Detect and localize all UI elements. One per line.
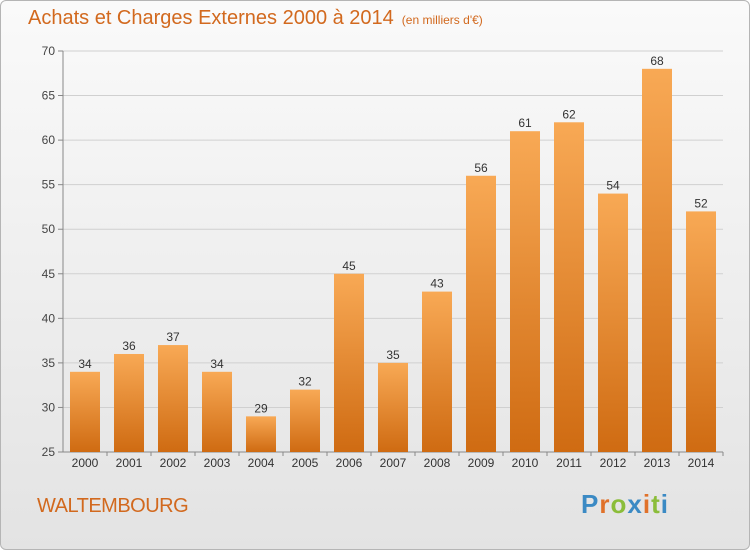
commune-name: WALTEMBOURG [37, 495, 189, 517]
x-tick-label: 2001 [116, 456, 143, 470]
logo-letter: i [642, 489, 652, 519]
y-tick-label: 35 [42, 356, 56, 370]
value-label: 52 [694, 196, 708, 210]
y-tick-label: 50 [42, 222, 56, 236]
x-tick-label: 2006 [336, 456, 363, 470]
proxiti-logo: Proxiti [581, 489, 669, 520]
bar-2004 [246, 416, 276, 452]
bar-2001 [114, 353, 144, 452]
x-tick-label: 2003 [204, 456, 231, 470]
value-label: 54 [606, 179, 620, 193]
value-label: 37 [166, 330, 180, 344]
x-tick-label: 2004 [248, 456, 275, 470]
x-tick-label: 2009 [468, 456, 495, 470]
x-tick-label: 2007 [380, 456, 407, 470]
bar-2012 [598, 193, 628, 453]
x-tick-label: 2000 [72, 456, 99, 470]
value-label: 56 [474, 161, 488, 175]
bar-2005 [290, 389, 320, 452]
y-tick-label: 60 [42, 133, 56, 147]
y-tick-label: 55 [42, 178, 56, 192]
value-label: 34 [210, 357, 224, 371]
x-tick-label: 2014 [688, 456, 715, 470]
x-tick-label: 2010 [512, 456, 539, 470]
y-tick-label: 65 [42, 89, 56, 103]
bars [70, 68, 716, 453]
x-tick-label: 2002 [160, 456, 187, 470]
x-tick-label: 2011 [556, 456, 582, 470]
value-label: 35 [386, 348, 400, 362]
logo-letter: P [581, 489, 600, 519]
bar-2010 [510, 131, 540, 452]
x-tick-label: 2012 [600, 456, 627, 470]
bar-2000 [70, 371, 100, 452]
value-label: 61 [518, 116, 532, 130]
x-tick-label: 2008 [424, 456, 451, 470]
y-tick-label: 30 [42, 400, 56, 414]
value-label: 45 [342, 259, 356, 273]
y-tick-label: 70 [42, 44, 56, 58]
x-tick-label: 2005 [292, 456, 319, 470]
logo-letter: r [599, 489, 611, 519]
value-label: 32 [298, 375, 312, 389]
chart-title-text: Achats et Charges Externes 2000 à 2014 [28, 7, 394, 29]
bar-2014 [686, 211, 716, 452]
logo-letter: x [627, 489, 643, 519]
value-label: 68 [650, 54, 664, 68]
chart-unit: (en milliers d'€) [401, 13, 483, 27]
y-tick-label: 40 [42, 311, 56, 325]
value-label: 43 [430, 277, 444, 291]
value-label: 36 [122, 339, 136, 353]
logo-letter: o [610, 489, 628, 519]
value-label: 34 [78, 357, 92, 371]
y-tick-label: 25 [42, 445, 56, 459]
value-label: 29 [254, 401, 268, 415]
x-tick-label: 2013 [644, 456, 671, 470]
bar-2006 [334, 273, 364, 452]
y-tick-label: 45 [42, 267, 56, 281]
bar-2013 [642, 68, 672, 453]
bar-2002 [158, 345, 188, 452]
chart-title: Achats et Charges Externes 2000 à 2014 (e… [28, 7, 483, 30]
bar-2009 [466, 175, 496, 452]
bar-2011 [554, 122, 584, 453]
logo-letter: t [651, 489, 661, 519]
logo-letter: i [660, 489, 669, 519]
bar-2003 [202, 371, 232, 452]
data-labels: 34 36 37 34 29 32 45 35 43 56 61 62 54 68 52 [78, 54, 708, 416]
bar-2008 [422, 291, 452, 452]
bar-2007 [378, 362, 408, 452]
value-label: 62 [562, 107, 576, 121]
